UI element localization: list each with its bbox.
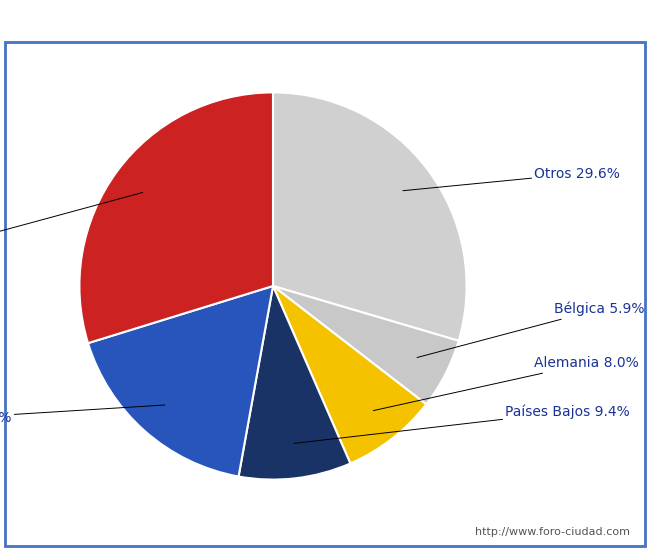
Text: Francia 17.4%: Francia 17.4% — [0, 405, 165, 425]
Text: Países Bajos 9.4%: Países Bajos 9.4% — [294, 405, 630, 443]
Wedge shape — [79, 92, 273, 343]
Text: Alemania 8.0%: Alemania 8.0% — [373, 356, 639, 411]
Wedge shape — [88, 286, 273, 476]
Wedge shape — [273, 92, 467, 341]
Wedge shape — [273, 286, 459, 404]
Text: Otros 29.6%: Otros 29.6% — [403, 167, 620, 191]
Text: http://www.foro-ciudad.com: http://www.foro-ciudad.com — [476, 527, 630, 537]
Text: Bélgica 5.9%: Bélgica 5.9% — [417, 302, 644, 358]
Text: Alcaudete - Turistas extranjeros según país - Agosto de 2024: Alcaudete - Turistas extranjeros según p… — [49, 10, 601, 27]
Wedge shape — [239, 286, 350, 480]
Wedge shape — [273, 286, 426, 464]
Text: Reino Unido 29.8%: Reino Unido 29.8% — [0, 192, 142, 258]
